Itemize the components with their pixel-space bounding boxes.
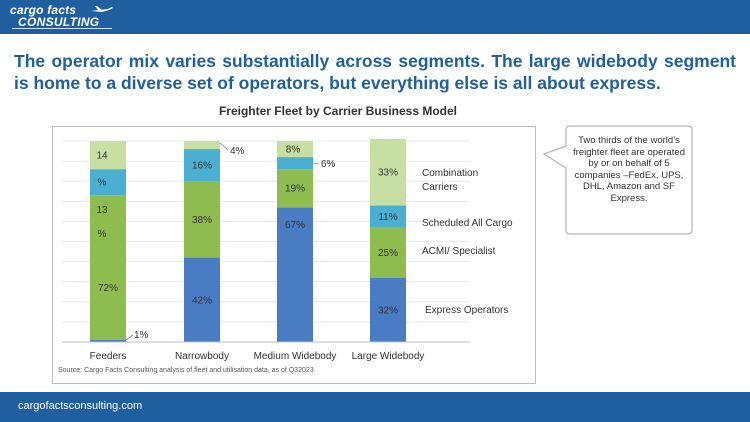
bar-segment: [277, 157, 313, 170]
legend-label: ACMI/ Specialist: [422, 246, 496, 257]
bar-segment: [370, 227, 406, 278]
bar-segment: [370, 138, 406, 206]
bar-segment: [370, 277, 406, 342]
bar-segment: [90, 339, 126, 342]
x-tick-label: Feeders: [90, 351, 127, 362]
bar-segment: [90, 169, 126, 196]
website-link[interactable]: cargofactsconsulting.com: [18, 400, 143, 412]
legend-label: Carriers: [422, 182, 458, 193]
data-label: 33%: [378, 168, 398, 179]
bar-segment: [370, 205, 406, 228]
legend-label: Scheduled All Cargo: [422, 218, 513, 229]
data-label: 19%: [285, 184, 305, 195]
bar-segment: [184, 181, 220, 258]
chart-frame: [52, 126, 536, 384]
chart-source-note: Source: Cargo Facts Consulting analysis …: [58, 367, 314, 374]
bar-segment: [184, 257, 220, 342]
callout-text: Two thirds of the world’s freighter flee…: [573, 135, 685, 204]
cargo-facts-logo[interactable]: cargo facts CONSULTING: [8, 3, 128, 31]
data-label: 11%: [378, 212, 397, 223]
leader-line: [312, 162, 320, 165]
callout-box: Two thirds of the world’s freighter flee…: [542, 125, 693, 235]
bar-segment: [184, 149, 220, 182]
data-label: 14: [96, 151, 108, 162]
bar-segment: [90, 195, 126, 340]
bar-segment: [277, 169, 313, 208]
bar-segment: [90, 141, 126, 170]
slide-headline: The operator mix varies substantially ac…: [14, 51, 736, 93]
data-label: 1%: [134, 330, 149, 341]
header-bar: cargo facts CONSULTING: [0, 0, 750, 34]
logo-text-bottom: CONSULTING: [18, 15, 100, 29]
data-label: 67%: [285, 220, 305, 231]
data-label: %: [98, 178, 107, 189]
legend-label: Combination: [422, 168, 478, 179]
data-label: 4%: [230, 146, 245, 157]
data-label: 72%: [98, 283, 118, 294]
legend-label: Express Operators: [425, 305, 508, 316]
data-label: 13: [96, 205, 108, 216]
data-label: 8%: [286, 145, 301, 156]
leader-line: [219, 142, 229, 151]
bar-segment: [277, 141, 313, 158]
bar-segment: [277, 207, 313, 342]
x-tick-label: Medium Widebody: [254, 351, 337, 362]
bar-segment: [184, 141, 220, 150]
data-label: 6%: [321, 159, 336, 170]
data-label: 42%: [192, 295, 212, 306]
footer-bar: cargofactsconsulting.com: [0, 392, 750, 422]
data-label: 16%: [192, 161, 212, 172]
data-label: 25%: [378, 248, 398, 259]
logo-text-top: cargo facts: [10, 3, 77, 17]
logo-underline: [12, 28, 112, 29]
callout-shape: [542, 125, 693, 235]
data-label: 32%: [378, 305, 398, 316]
data-label: 38%: [192, 215, 212, 226]
x-tick-label: Narrowbody: [175, 351, 229, 362]
chart-title: Freighter Fleet by Carrier Business Mode…: [218, 104, 458, 118]
x-tick-label: Large Widebody: [352, 351, 425, 362]
data-label: %: [98, 229, 107, 240]
leader-line: [125, 334, 134, 341]
plane-icon: [91, 6, 113, 12]
